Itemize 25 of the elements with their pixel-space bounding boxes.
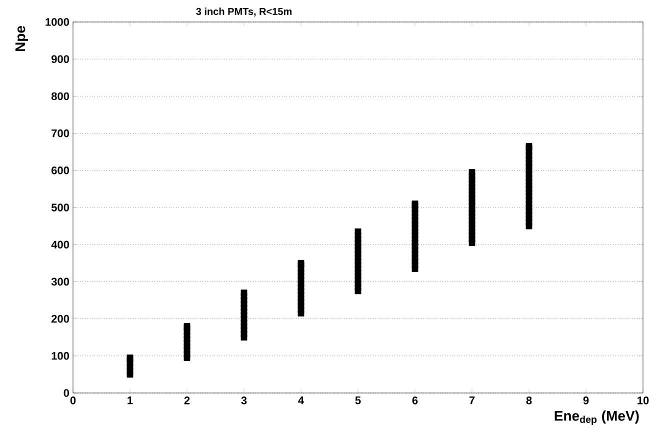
y-tick-label: 300 xyxy=(51,278,70,286)
y-tick-label: 600 xyxy=(52,166,70,174)
chart-title: 3 inch PMTs, R<15m xyxy=(196,8,292,16)
x-tick-label: 6 xyxy=(412,396,418,404)
x-tick-label: 2 xyxy=(184,396,190,404)
y-tick-label: 0 xyxy=(64,389,70,397)
x-tick-label: 7 xyxy=(469,396,475,404)
x-tick-label: 8 xyxy=(526,396,532,404)
x-tick-label: 4 xyxy=(298,396,304,404)
x-tick-label: 10 xyxy=(638,396,649,404)
x-tick-label: 5 xyxy=(355,396,361,404)
x-tick-label: 1 xyxy=(128,396,133,404)
y-tick-label: 900 xyxy=(51,55,70,63)
y-tick-label: 200 xyxy=(51,314,70,323)
y-axis-title: Npe xyxy=(15,26,28,52)
y-tick-label: 700 xyxy=(52,129,70,138)
y-tick-label: 800 xyxy=(51,92,70,100)
x-axis-title: Ene$_{dep}$ (MeV) xyxy=(554,410,639,425)
x-tick-label: 3 xyxy=(241,396,247,404)
x-tick-label: 9 xyxy=(583,396,589,404)
y-tick-label: 100 xyxy=(52,352,70,360)
x-tick-label: 0 xyxy=(70,396,76,404)
y-tick-label: 400 xyxy=(51,240,70,248)
y-tick-label: 500 xyxy=(51,204,70,212)
y-tick-label: 1000 xyxy=(46,18,70,26)
